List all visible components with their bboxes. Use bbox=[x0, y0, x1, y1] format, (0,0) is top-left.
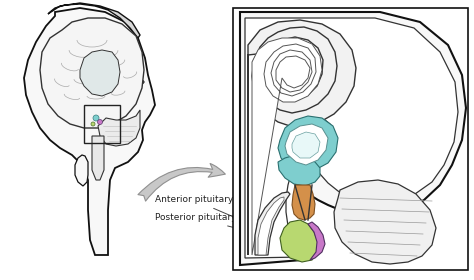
Polygon shape bbox=[280, 220, 318, 262]
Polygon shape bbox=[48, 3, 140, 38]
Polygon shape bbox=[75, 155, 88, 186]
Polygon shape bbox=[240, 12, 466, 265]
Circle shape bbox=[93, 115, 99, 121]
Text: Thalamus: Thalamus bbox=[333, 137, 429, 146]
Polygon shape bbox=[255, 192, 290, 255]
Bar bbox=[84, 105, 120, 143]
Polygon shape bbox=[245, 18, 458, 258]
Polygon shape bbox=[285, 124, 328, 165]
Polygon shape bbox=[334, 180, 436, 264]
Polygon shape bbox=[278, 116, 338, 172]
Bar bbox=[233, 8, 468, 270]
Polygon shape bbox=[80, 50, 120, 96]
Polygon shape bbox=[292, 185, 315, 220]
Text: Anterior pituitary: Anterior pituitary bbox=[155, 195, 290, 241]
FancyArrowPatch shape bbox=[138, 164, 225, 201]
Polygon shape bbox=[98, 110, 140, 146]
Circle shape bbox=[98, 120, 102, 125]
Polygon shape bbox=[24, 8, 155, 255]
Polygon shape bbox=[278, 156, 320, 186]
Polygon shape bbox=[40, 18, 144, 128]
Polygon shape bbox=[248, 20, 356, 255]
Text: Posterior pituitary: Posterior pituitary bbox=[155, 213, 313, 247]
Polygon shape bbox=[292, 132, 320, 158]
Ellipse shape bbox=[136, 80, 144, 84]
Polygon shape bbox=[92, 136, 104, 180]
Polygon shape bbox=[308, 222, 325, 260]
Text: Hypothalamus: Hypothalamus bbox=[323, 158, 450, 172]
Polygon shape bbox=[252, 38, 322, 255]
Polygon shape bbox=[258, 197, 284, 255]
Text: Infundibulum: Infundibulum bbox=[318, 179, 445, 204]
Circle shape bbox=[91, 122, 95, 126]
